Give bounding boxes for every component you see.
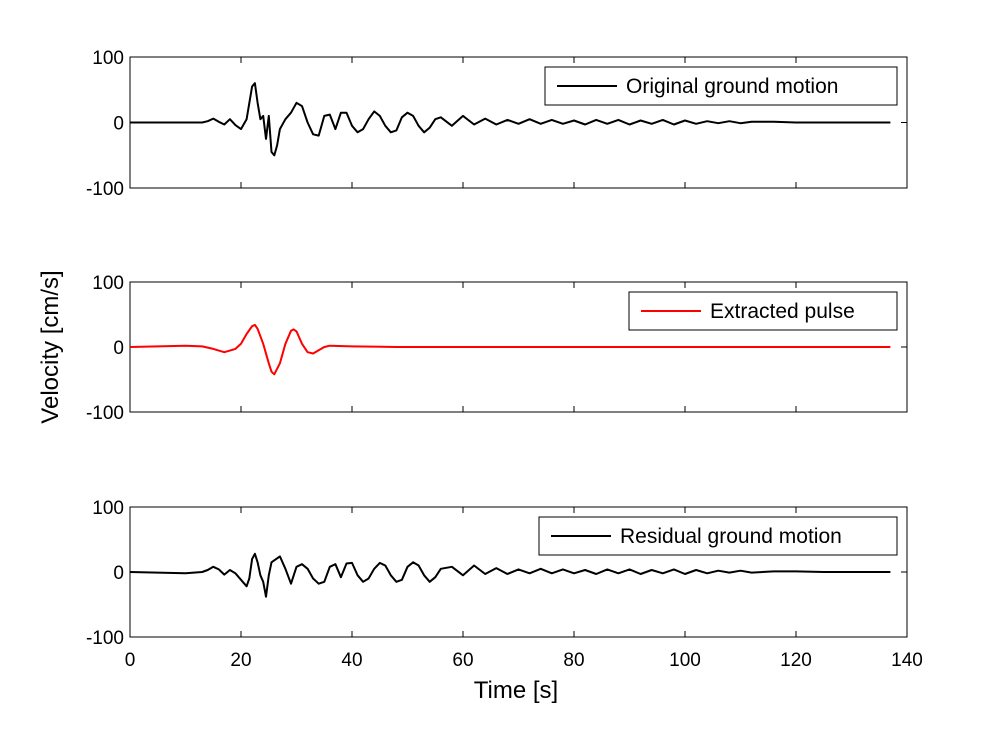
series-line <box>130 82 891 157</box>
y-tick-label: 100 <box>92 273 124 294</box>
x-axis-label: Time [s] <box>474 677 558 704</box>
legend-label: Original ground motion <box>626 75 838 98</box>
y-tick-label: -100 <box>86 179 124 200</box>
x-tick-label: 20 <box>230 650 251 671</box>
legend: Original ground motion <box>544 66 898 106</box>
series-line <box>129 323 891 376</box>
y-tick-label: 0 <box>113 563 124 584</box>
x-tick-label: 120 <box>780 650 812 671</box>
legend: Extracted pulse <box>628 291 898 331</box>
x-tick-label: 100 <box>669 650 701 671</box>
x-tick-label: 60 <box>452 650 473 671</box>
y-tick-label: -100 <box>86 628 124 649</box>
y-axis-label: Velocity [cm/s] <box>37 270 64 423</box>
legend-label: Residual ground motion <box>620 525 842 548</box>
y-tick-label: 0 <box>113 114 124 135</box>
panel-1: 100 0 -100 Original ground motion <box>86 48 908 200</box>
legend: Residual ground motion <box>538 516 898 556</box>
x-tick-label: 140 <box>891 650 923 671</box>
x-tick-label: 0 <box>125 650 136 671</box>
panel-2: 100 0 -100 Extracted pulse <box>86 273 908 424</box>
y-tick-label: 0 <box>113 338 124 359</box>
series-line <box>129 552 891 598</box>
legend-label: Extracted pulse <box>710 300 855 323</box>
y-tick-label: 100 <box>92 498 124 519</box>
y-tick-label: 100 <box>92 48 124 69</box>
x-tick-label: 40 <box>341 650 362 671</box>
x-tick-label: 80 <box>563 650 584 671</box>
y-tick-label: -100 <box>86 403 124 424</box>
